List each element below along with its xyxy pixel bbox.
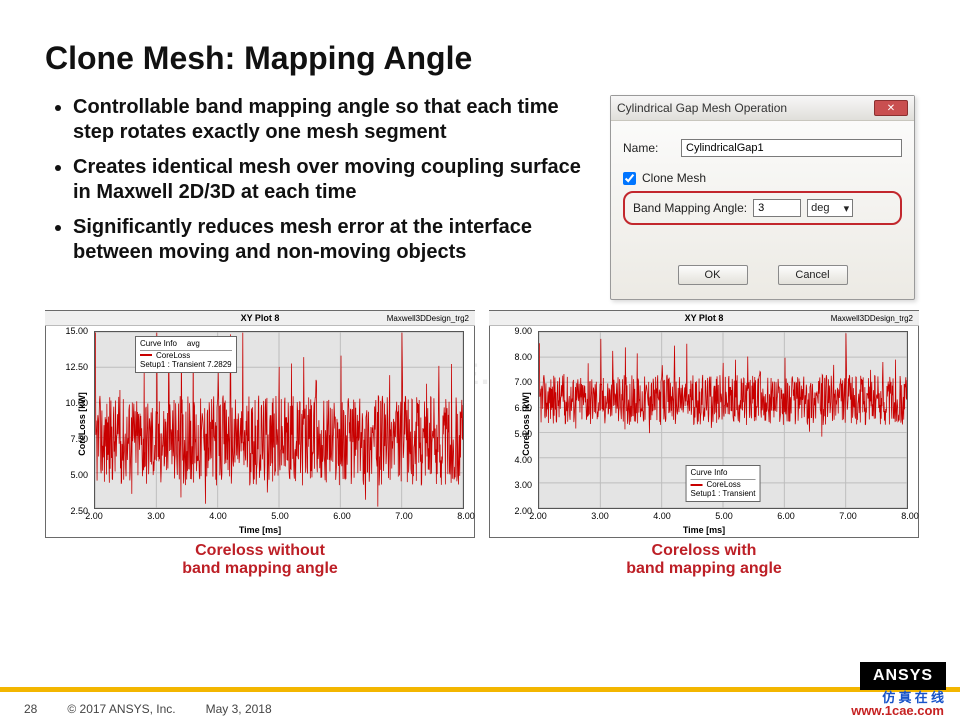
unit-select[interactable]: deg ▾ xyxy=(807,199,853,217)
band-angle-label: Band Mapping Angle: xyxy=(633,201,747,215)
overlay-branding: 仿 真 在 线 www.1cae.com xyxy=(851,691,944,718)
plot-caption: Coreloss withband mapping angle xyxy=(489,542,919,579)
plot-titlebar: XY Plot 8 Maxwell3DDesign_trg2 xyxy=(45,310,475,326)
cn-url: www.1cae.com xyxy=(851,704,944,718)
plot-title: XY Plot 8 xyxy=(685,313,724,323)
name-input[interactable] xyxy=(681,139,902,157)
dialog-title: Cylindrical Gap Mesh Operation xyxy=(617,101,787,115)
plot-right-card: XY Plot 8 Maxwell3DDesign_trg2 Curve Inf… xyxy=(489,310,919,579)
plot-left: XY Plot 8 Maxwell3DDesign_trg2 Curve Inf… xyxy=(45,310,475,538)
unit-value: deg xyxy=(811,202,829,214)
slide-title: Clone Mesh: Mapping Angle xyxy=(45,40,915,77)
bullet-item: Significantly reduces mesh error at the … xyxy=(73,215,592,265)
y-axis-label: CoreLoss [kW] xyxy=(521,392,531,456)
plot-titlebar: XY Plot 8 Maxwell3DDesign_trg2 xyxy=(489,310,919,326)
copyright: © 2017 ANSYS, Inc. xyxy=(67,702,175,716)
plot-legend: Curve InfoCoreLossSetup1 : Transient xyxy=(686,465,761,502)
design-name: Maxwell3DDesign_trg2 xyxy=(279,314,469,323)
design-name: Maxwell3DDesign_trg2 xyxy=(723,314,913,323)
checkbox-icon[interactable] xyxy=(623,172,636,185)
content-row: Controllable band mapping angle so that … xyxy=(45,95,915,300)
x-ticks: 2.003.004.005.006.007.008.00 xyxy=(94,511,464,523)
plot-title: XY Plot 8 xyxy=(241,313,280,323)
date: May 3, 2018 xyxy=(206,702,272,716)
footer: 28 © 2017 ANSYS, Inc. May 3, 2018 ANSYS … xyxy=(0,686,960,720)
plot-caption: Coreloss withoutband mapping angle xyxy=(45,542,475,579)
clone-mesh-label: Clone Mesh xyxy=(642,171,706,185)
ok-button[interactable]: OK xyxy=(678,265,748,285)
chevron-down-icon: ▾ xyxy=(844,202,850,215)
band-angle-input[interactable] xyxy=(753,199,801,217)
x-axis-label: Time [ms] xyxy=(683,525,725,535)
footer-text: 28 © 2017 ANSYS, Inc. May 3, 2018 xyxy=(24,702,272,716)
dialog-titlebar: Cylindrical Gap Mesh Operation ✕ xyxy=(611,96,914,121)
close-icon[interactable]: ✕ xyxy=(874,100,908,116)
x-axis-label: Time [ms] xyxy=(239,525,281,535)
gold-bar xyxy=(0,687,960,692)
y-axis-label: CoreLoss [kW] xyxy=(77,392,87,456)
ansys-logo: ANSYS xyxy=(860,662,946,690)
plot-legend: Curve InfoavgCoreLossSetup1 : Transient … xyxy=(135,336,237,373)
cancel-button[interactable]: Cancel xyxy=(778,265,848,285)
slide: Clone Mesh: Mapping Angle Controllable b… xyxy=(0,0,960,720)
x-ticks: 2.003.004.005.006.007.008.00 xyxy=(538,511,908,523)
dialog-body: Name: Clone Mesh Band Mapping Angle: deg… xyxy=(611,121,914,299)
band-angle-highlight: Band Mapping Angle: deg ▾ xyxy=(623,191,902,225)
plots-row: XY Plot 8 Maxwell3DDesign_trg2 Curve Inf… xyxy=(45,310,915,579)
plot-area: Curve InfoavgCoreLossSetup1 : Transient … xyxy=(94,331,464,509)
name-label: Name: xyxy=(623,141,673,155)
dialog-screenshot: Cylindrical Gap Mesh Operation ✕ Name: C… xyxy=(610,95,915,300)
clone-mesh-checkbox[interactable]: Clone Mesh xyxy=(623,171,902,185)
bullet-list: Controllable band mapping angle so that … xyxy=(45,95,592,300)
bullet-item: Creates identical mesh over moving coupl… xyxy=(73,155,592,205)
page-number: 28 xyxy=(24,702,37,716)
plot-right: XY Plot 8 Maxwell3DDesign_trg2 Curve Inf… xyxy=(489,310,919,538)
cn-title: 仿 真 在 线 xyxy=(851,691,944,705)
bullet-item: Controllable band mapping angle so that … xyxy=(73,95,592,145)
plot-area: Curve InfoCoreLossSetup1 : Transient xyxy=(538,331,908,509)
plot-left-card: XY Plot 8 Maxwell3DDesign_trg2 Curve Inf… xyxy=(45,310,475,579)
dialog-window: Cylindrical Gap Mesh Operation ✕ Name: C… xyxy=(610,95,915,300)
